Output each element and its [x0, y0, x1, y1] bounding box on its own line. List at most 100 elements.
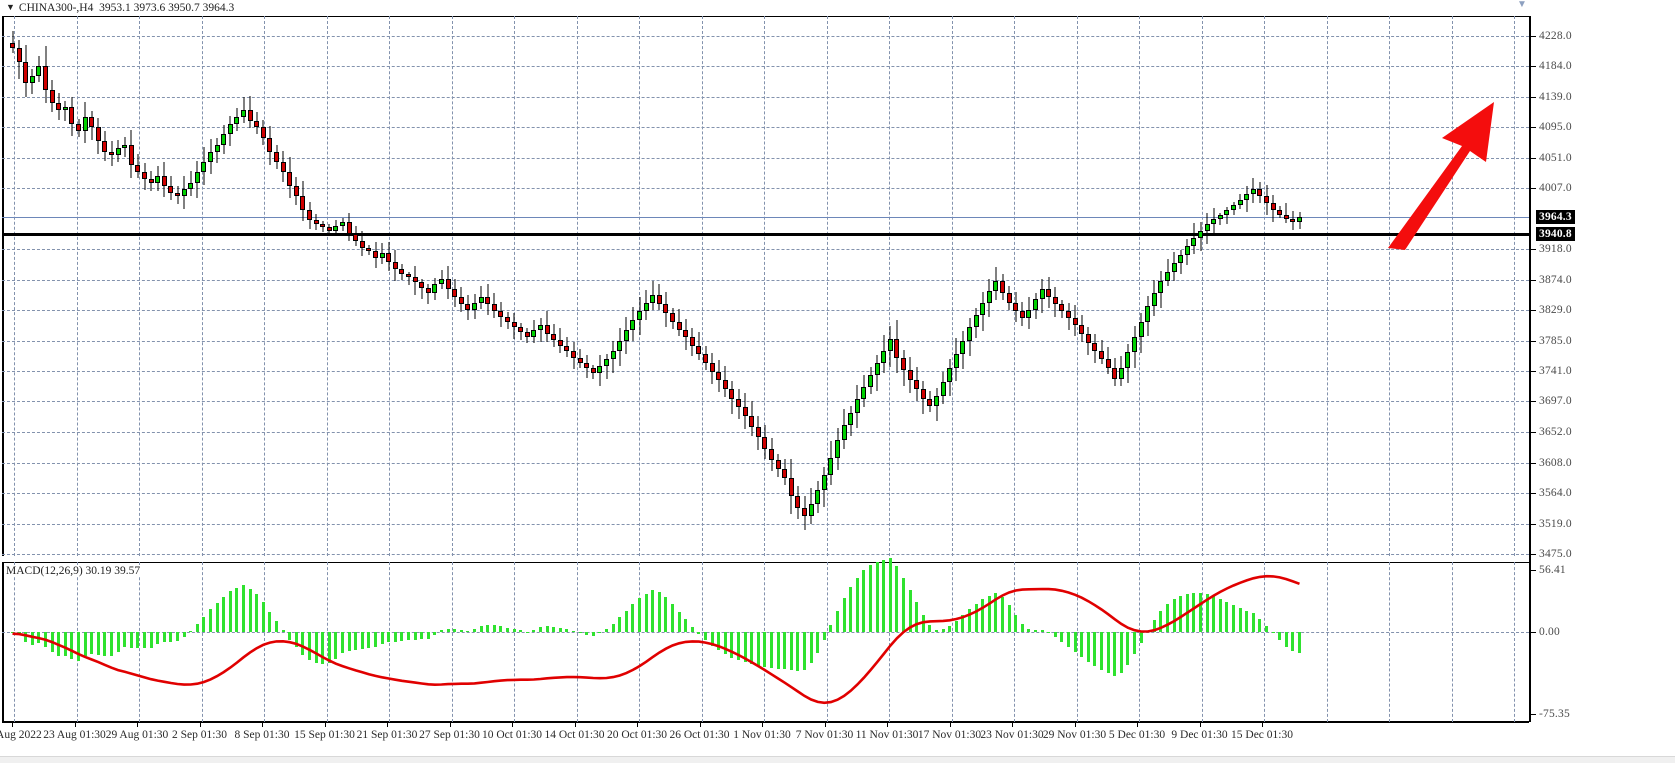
price-grid-line	[2, 157, 1529, 159]
candle-body	[934, 395, 939, 407]
candle-body	[392, 261, 398, 269]
macd-histogram-bar	[374, 631, 377, 648]
macd-indicator-label: MACD(12,26,9) 30.19 39.57	[6, 565, 141, 577]
candlestick	[861, 374, 867, 407]
macd-histogram-bar	[638, 598, 641, 632]
candlestick	[749, 401, 755, 436]
candle-body	[439, 278, 444, 284]
candlestick	[1283, 203, 1289, 223]
pane-resize-handle-icon[interactable]: ▼	[1517, 0, 1527, 10]
macd-histogram-bar	[565, 629, 569, 632]
price-pane[interactable]	[2, 16, 1529, 556]
candlestick	[901, 349, 906, 386]
price-grid-line-vertical	[389, 16, 390, 556]
candle-body	[802, 507, 807, 517]
candle-body	[689, 337, 695, 346]
candle-body	[835, 440, 840, 458]
candle-body	[538, 324, 543, 331]
candle-body	[511, 322, 517, 327]
candle-body	[359, 240, 365, 248]
macd-histogram-bar	[327, 631, 331, 663]
candlestick	[1085, 327, 1091, 356]
time-scale-label: 10 Oct 01:30	[481, 729, 543, 741]
candlestick	[1270, 195, 1276, 222]
price-grid-line-vertical	[764, 16, 765, 556]
candle-body	[300, 196, 306, 211]
macd-histogram-bar	[30, 631, 34, 645]
candle-body	[69, 106, 75, 125]
price-grid-line-vertical	[701, 16, 703, 556]
candle-body	[175, 192, 180, 197]
candle-body	[128, 144, 134, 166]
macd-pane[interactable]	[2, 558, 1529, 722]
candle-body	[953, 354, 959, 369]
macd-histogram-bar	[1047, 631, 1051, 633]
candle-body	[10, 42, 15, 49]
macd-histogram-bar	[459, 630, 463, 632]
candle-body	[815, 490, 821, 504]
macd-histogram-bar	[519, 630, 523, 632]
macd-histogram-bar	[1007, 605, 1011, 632]
candle-body	[907, 370, 913, 380]
price-scale-tick	[1531, 188, 1536, 190]
candlestick	[1158, 270, 1164, 309]
macd-histogram-bar	[822, 631, 826, 640]
price-scale[interactable]: 4228.0 4184.0 4139.0 4095.0 4051.0 4007.0 3918…	[1529, 0, 1675, 763]
candlestick	[267, 126, 273, 166]
candle-body	[1092, 342, 1098, 352]
price-grid-line-vertical	[201, 16, 203, 556]
macd-histogram-bar	[869, 565, 872, 632]
candle-wick	[64, 100, 66, 122]
candlestick	[689, 327, 695, 356]
horizontal-scrollbar[interactable]	[0, 756, 1675, 763]
candle-body	[1006, 292, 1012, 303]
candlestick	[386, 242, 392, 271]
macd-histogram-bar	[1159, 611, 1163, 632]
candlestick	[1231, 201, 1236, 216]
price-grid-line-vertical	[1201, 16, 1203, 556]
candlestick	[201, 146, 207, 185]
macd-histogram-bar	[209, 608, 212, 632]
macd-histogram-bar	[572, 631, 575, 633]
candlestick	[227, 116, 233, 146]
candlestick	[452, 278, 458, 308]
macd-histogram-bar	[308, 631, 311, 661]
price-grid-line-vertical	[76, 16, 78, 556]
candlestick	[1013, 291, 1019, 323]
candlestick	[881, 334, 887, 373]
time-scale-label: 7 Nov 01:30	[795, 729, 854, 741]
price-grid-line-vertical	[1514, 16, 1515, 556]
macd-histogram-bar	[261, 602, 265, 632]
macd-histogram-bar	[994, 593, 998, 632]
candle-body	[788, 478, 794, 496]
candlestick	[1178, 249, 1184, 275]
bid-price-line	[2, 217, 1529, 219]
price-scale-label: 3564.0	[1539, 486, 1572, 499]
candle-body	[208, 151, 213, 162]
candle-body	[1112, 368, 1118, 379]
candlestick	[940, 372, 946, 404]
candlestick	[478, 286, 484, 310]
candle-body	[313, 220, 319, 224]
candlestick	[795, 486, 801, 520]
time-scale-label: 29 Nov 01:30	[1042, 729, 1107, 741]
candle-body	[452, 289, 458, 298]
candlestick	[617, 327, 623, 366]
macd-histogram-bar	[717, 631, 721, 651]
candle-body	[326, 227, 332, 231]
collapse-chevron-icon[interactable]: ▼	[6, 2, 15, 12]
candlestick	[828, 441, 834, 485]
candlestick	[848, 405, 854, 436]
candle-body	[630, 320, 636, 331]
macd-histogram-bar	[539, 626, 542, 632]
candlestick	[241, 97, 246, 124]
macd-histogram-bar	[288, 631, 292, 640]
macd-histogram-bar	[1133, 631, 1136, 655]
price-grid-line-vertical	[1451, 16, 1453, 556]
candle-body	[775, 459, 781, 470]
candlestick	[181, 175, 187, 210]
price-grid-line-vertical	[1264, 16, 1265, 556]
candle-body	[960, 340, 966, 355]
macd-histogram-bar	[176, 631, 179, 641]
